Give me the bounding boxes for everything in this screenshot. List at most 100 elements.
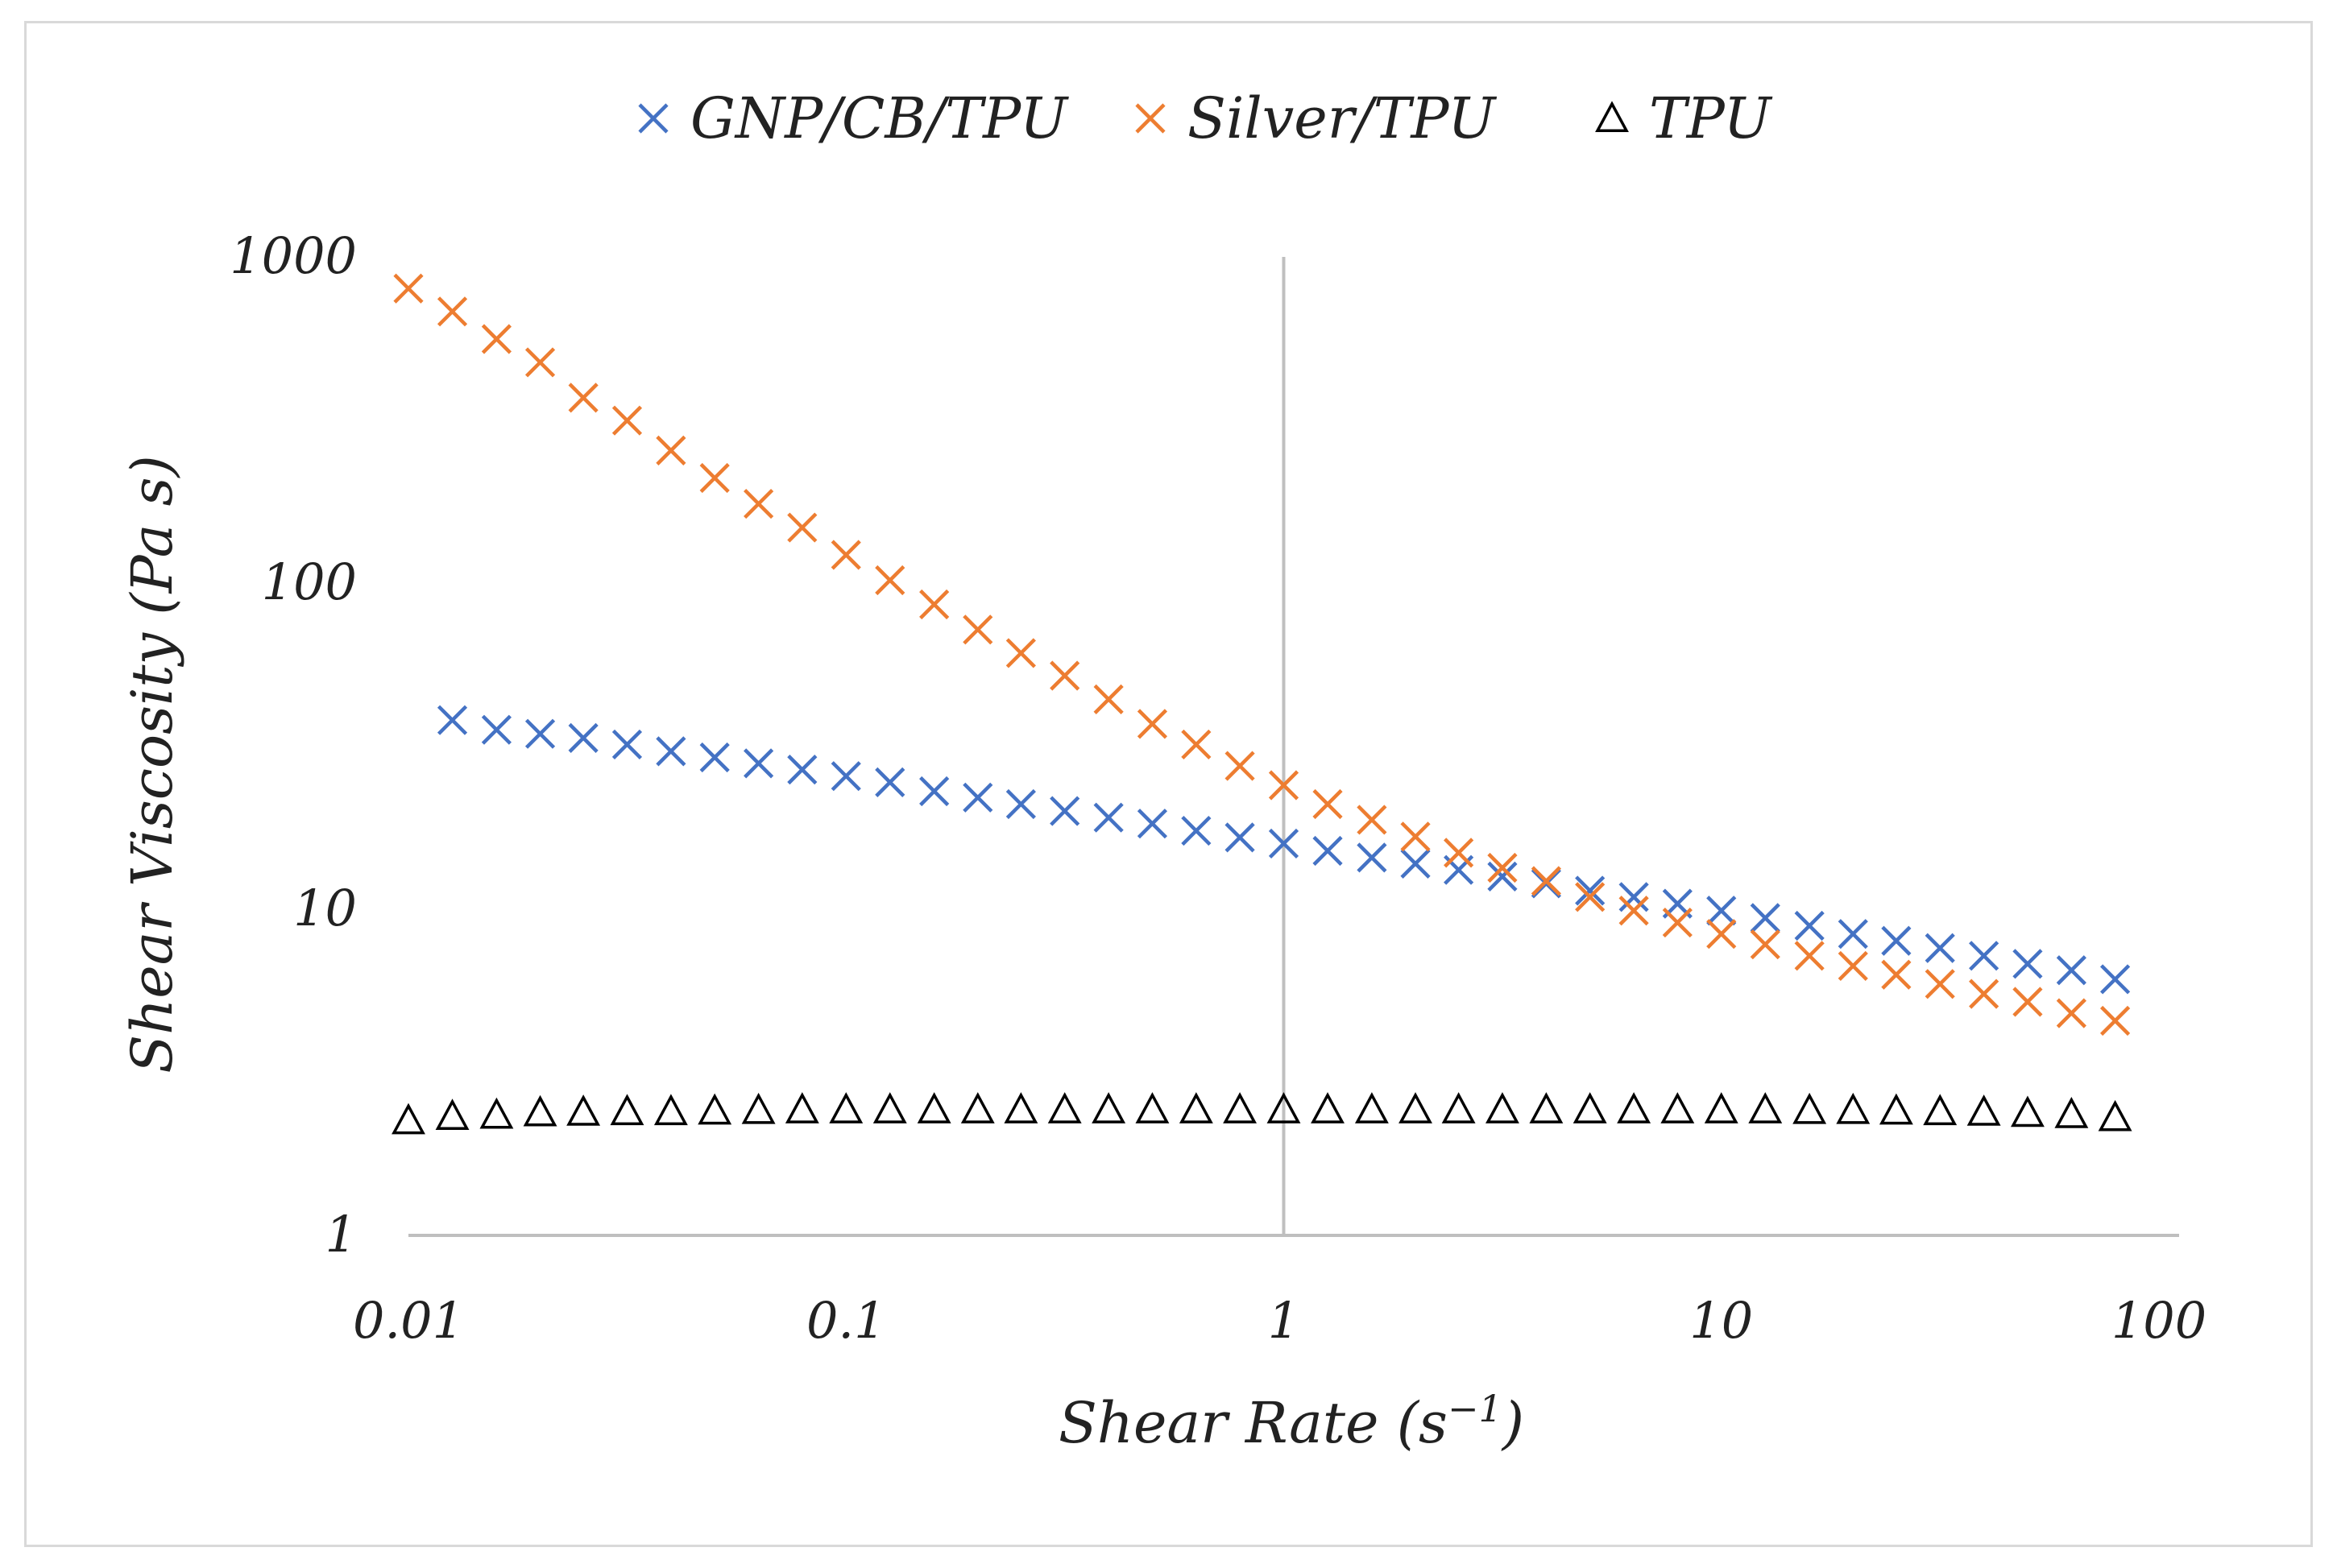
data-point [1750,903,1780,933]
data-point [919,589,950,620]
legend-marker [1135,103,1166,134]
data-point [1706,896,1737,926]
x-axis-title: Shear Rate (s−1) [1059,1387,1524,1456]
data-point [1135,1092,1170,1123]
data-point [481,324,512,354]
data-point [744,488,774,519]
data-point [2056,955,2086,986]
data-point [1092,1092,1126,1123]
data-point [524,347,556,378]
data-point [568,722,599,753]
data-point [1005,788,1036,820]
data-point [1881,925,1912,956]
data-point [1704,1092,1738,1123]
data-point [566,1094,601,1126]
data-point [875,565,905,596]
data-point [1881,959,1912,990]
data-point [1050,796,1080,826]
x-tick-label: 1 [1268,1291,1299,1350]
data-point [1266,1092,1301,1123]
x-tick-labels: 0.01 0.1 1 10 100 [353,1291,2206,1350]
data-point [1966,1094,2001,1126]
data-point [698,1093,732,1125]
data-point [2099,964,2131,995]
data-marks [392,273,2132,1135]
data-point [1794,941,1825,971]
legend: GNP/CB/TPU Silver/TPU TPU [638,85,1773,151]
y-tick-label: 100 [262,552,357,611]
data-point [568,383,599,413]
x-axis-title-main: Shear Rate (s [1059,1390,1448,1456]
x-tick-label: 100 [2111,1291,2206,1350]
data-point [875,767,905,797]
data-point [831,761,861,792]
data-point [963,614,993,645]
data-point [1268,828,1299,859]
x-tick-label: 0.1 [806,1291,886,1350]
y-axis-title: Shear Viscosity (Pa s) [119,455,185,1074]
data-point [1050,660,1080,691]
data-point [829,1092,864,1123]
x-tick-label: 0.01 [353,1291,464,1350]
data-point [1357,842,1387,873]
data-point [1398,1092,1432,1123]
data-point [481,714,512,745]
data-point [1662,907,1693,938]
data-point [699,742,730,773]
data-point [1485,1092,1519,1123]
data-point [1618,896,1649,926]
data-point [1137,809,1168,839]
data-point [611,405,643,436]
data-point [611,729,643,760]
data-point [1357,805,1387,835]
x-axis-title-sup: −1 [1448,1387,1502,1430]
data-point [1224,822,1255,853]
data-point [610,1094,644,1126]
data-point [1529,1092,1564,1123]
data-point [787,755,818,785]
data-point [1444,838,1474,868]
data-point [1925,969,1955,999]
data-point [831,540,861,570]
data-point [1093,802,1124,833]
data-point [1879,1093,1913,1125]
data-point [1224,751,1255,781]
data-point [1838,919,1868,949]
data-point [1441,1092,1476,1123]
y-tick-label: 10 [293,879,357,937]
data-point [2011,1095,2045,1127]
data-point [1181,815,1212,846]
data-point [1181,729,1212,760]
data-point [1223,1092,1258,1123]
data-point [1137,709,1168,739]
data-point [2099,1005,2131,1036]
data-point [1093,684,1124,714]
legend-item: Silver/TPU [1135,85,1497,151]
data-point [1792,1092,1827,1124]
series-Silver/TPU [393,273,2131,1036]
data-point [1354,1092,1389,1123]
data-point [699,462,730,494]
data-point [919,776,950,807]
y-tick-labels: 1 10 100 1000 [230,226,357,1264]
data-point [1575,882,1606,912]
legend-item: GNP/CB/TPU [638,85,1069,151]
data-point [1268,770,1299,801]
data-point [1487,861,1518,892]
legend-marker [1595,101,1629,133]
data-point [656,736,686,767]
data-point [1575,875,1606,906]
data-point [524,718,556,749]
legend-marker [638,103,669,134]
y-tick-label: 1000 [230,226,357,285]
data-point [479,1097,514,1129]
data-point [960,1092,995,1123]
data-point [1312,788,1343,820]
data-point [1748,1092,1783,1123]
series-TPU [392,1092,2132,1135]
data-point [435,1098,470,1131]
data-point [656,435,686,465]
data-point [963,782,993,813]
data-point [1617,1092,1651,1123]
data-point [1923,1094,1958,1126]
